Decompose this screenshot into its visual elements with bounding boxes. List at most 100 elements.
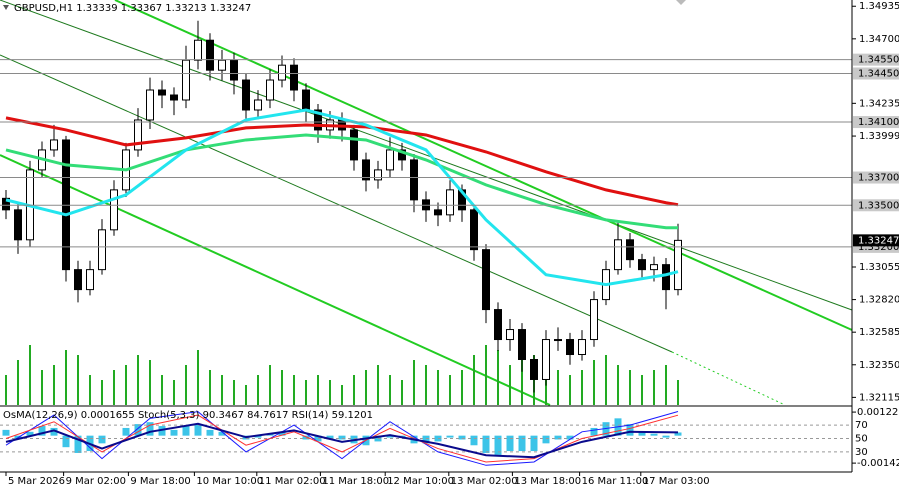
candle-body (650, 264, 658, 271)
y-tick-label: 1.34235 (859, 98, 899, 109)
osma-bar (338, 435, 346, 440)
x-tick-label: 10 Mar 10:00 (196, 476, 263, 487)
volume-bar (665, 365, 667, 405)
level-label: 1.33200 (858, 242, 899, 253)
volume-bar (401, 380, 403, 405)
candle-body (218, 59, 226, 71)
y-tick-label: 1.34935 (859, 1, 899, 12)
volume-bar (5, 375, 7, 405)
indicator-line (5, 422, 679, 459)
osma-bar (254, 435, 262, 438)
y2-tick-label: 50 (855, 433, 868, 444)
volume-bar (305, 380, 307, 405)
volume-bar (521, 360, 523, 405)
osma-bar (326, 435, 334, 440)
volume-bar (17, 360, 19, 405)
x-tick-label: 13 Mar 02:00 (451, 476, 518, 487)
volume-bar (653, 370, 655, 405)
volume-bar (581, 370, 583, 405)
osma-bar (158, 426, 166, 436)
trend-line (114, 0, 853, 331)
candle-body (638, 259, 646, 271)
volume-bar (461, 370, 463, 405)
volume-bar (185, 365, 187, 405)
y-tick-label: 0.0012255 (857, 407, 899, 418)
volume-bar (389, 375, 391, 405)
volume-bar (245, 385, 247, 405)
volume-bar (77, 355, 79, 405)
y-tick-label: 1.33055 (859, 262, 899, 273)
osma-bar (650, 433, 658, 436)
candle-body (590, 299, 598, 341)
x-tick-label: 9 Mar 18:00 (130, 476, 190, 487)
candle-body (134, 119, 142, 151)
candle-body (470, 209, 478, 251)
osma-bar (566, 435, 574, 440)
moving-average (5, 133, 678, 230)
volume-bar (113, 370, 115, 405)
candle-body (74, 269, 82, 291)
level-label-box (853, 171, 899, 184)
osma-bar (2, 429, 10, 436)
osma-bar (134, 424, 142, 436)
volume-bar (569, 375, 571, 405)
candle-body (674, 239, 682, 291)
osma-bar (674, 432, 682, 436)
volume-bar (677, 380, 679, 405)
last-price-label: 1.33247 (858, 235, 899, 246)
volume-bar (353, 375, 355, 405)
level-label-box (853, 67, 899, 80)
candle-body (386, 149, 394, 171)
candle-body (482, 249, 490, 311)
volume-bar (497, 350, 499, 405)
osma-bar (446, 435, 454, 438)
volume-bar (425, 365, 427, 405)
volume-bar (269, 365, 271, 405)
osma-bar (302, 435, 310, 440)
indicator-panel (0, 410, 852, 466)
collapse-icon[interactable] (3, 5, 9, 10)
volume-bar (29, 345, 31, 405)
level-label: 1.33700 (858, 173, 899, 184)
level-label-box (853, 53, 899, 66)
y-tick-label: 1.32585 (859, 327, 899, 338)
volume-bar (617, 365, 619, 405)
osma-bar (122, 427, 130, 436)
x-tick-label: 5 Mar 2026 (8, 476, 65, 487)
candle-body (566, 339, 574, 356)
x-tick-label: 11 Mar 18:00 (322, 476, 389, 487)
candle-body (290, 64, 298, 91)
volume-bar (593, 360, 595, 405)
indicator-line (5, 410, 679, 466)
candle-body (302, 89, 310, 111)
candle-body (398, 149, 406, 161)
candle-body (182, 59, 190, 101)
volume-bar (365, 370, 367, 405)
candle-body (254, 99, 262, 111)
osma-bar (182, 426, 190, 436)
trend-line (0, 154, 551, 406)
candle-body (50, 139, 58, 151)
candle-body (662, 264, 670, 291)
candle-body (350, 129, 358, 161)
shift-marker[interactable] (676, 0, 686, 5)
volume-bar (257, 375, 259, 405)
osma-bar (506, 435, 514, 452)
y2-tick-label: 70 (855, 420, 868, 431)
candle-body (98, 229, 106, 271)
candle-body (530, 359, 538, 380)
volume-bar (149, 360, 151, 405)
candle-body (362, 159, 370, 181)
volume-bar (41, 370, 43, 405)
x-tick-label: 11 Mar 02:00 (259, 476, 326, 487)
candle-body (86, 269, 94, 291)
volume-bar (209, 370, 211, 405)
candle-body (410, 159, 418, 201)
volume-bar (605, 355, 607, 405)
volume-bar (173, 380, 175, 405)
x-tick-label: 17 Mar 03:00 (643, 476, 710, 487)
moving-average (5, 116, 679, 207)
candle-body (434, 209, 442, 216)
candle-body (446, 189, 454, 216)
